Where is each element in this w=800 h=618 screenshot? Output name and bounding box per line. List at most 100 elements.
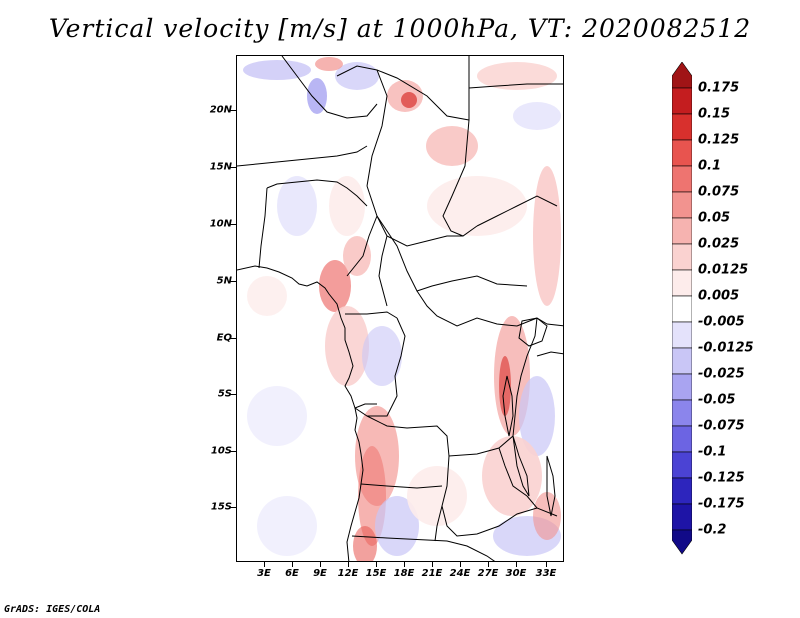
shading-patch <box>257 496 317 556</box>
lat-label: 10N <box>209 218 232 230</box>
colorbar-segment <box>671 451 693 479</box>
shading-patch <box>426 126 478 166</box>
country-borders <box>237 56 563 561</box>
colorbar-label: -0.005 <box>698 314 745 330</box>
lon-tick <box>264 562 265 567</box>
shading-patch <box>519 376 555 456</box>
border-line <box>376 215 528 292</box>
velocity-shading <box>243 57 561 561</box>
lat-label: 5S <box>217 388 232 400</box>
border-line <box>512 317 538 437</box>
colorbar-segment <box>671 139 693 167</box>
lon-tick <box>376 562 377 567</box>
shading-patch <box>277 176 317 236</box>
border-line <box>476 195 558 227</box>
lon-label: 9E <box>313 568 327 579</box>
border-line <box>441 455 538 537</box>
map-title: Vertical velocity [m/s] at 1000hPa, VT: … <box>48 14 752 43</box>
lon-tick <box>460 562 461 567</box>
shading-patch <box>319 260 351 312</box>
shading-patch <box>335 62 379 90</box>
lon-tick <box>432 562 433 567</box>
shading-patch <box>247 276 287 316</box>
border-line <box>536 317 563 327</box>
lon-tick <box>516 562 517 567</box>
border-line <box>336 56 470 121</box>
colorbar-segment <box>671 243 693 271</box>
shading-patch <box>533 166 561 306</box>
lon-label: 12E <box>337 568 359 579</box>
lon-label: 27E <box>477 568 499 579</box>
border-line <box>434 505 443 542</box>
colorbar-segment <box>671 347 693 375</box>
colorbar-label: 0.025 <box>698 236 740 252</box>
border-line <box>258 187 268 269</box>
lon-label: 15E <box>365 568 387 579</box>
lat-tick <box>230 338 236 339</box>
shading-patch <box>353 526 377 561</box>
colorbar-segment <box>671 425 693 453</box>
shading-patch <box>375 496 419 556</box>
vertical-velocity-map <box>237 56 563 561</box>
colorbar-label: -0.0125 <box>698 340 754 356</box>
lat-tick <box>230 507 236 508</box>
colorbar-segment <box>671 113 693 141</box>
colorbar-label: 0.0125 <box>698 262 749 278</box>
lon-tick <box>320 562 321 567</box>
border-line <box>366 69 388 187</box>
colorbar-segment <box>671 87 693 115</box>
lat-tick <box>230 281 236 282</box>
shading-patch <box>407 466 467 526</box>
colorbar-label: 0.125 <box>698 132 740 148</box>
colorbar-label: -0.175 <box>698 496 745 512</box>
shading-patch <box>243 60 311 80</box>
colorbar-segment <box>671 269 693 297</box>
border-line <box>498 447 558 517</box>
colorbar-segment <box>671 399 693 427</box>
colorbar-segment <box>671 477 693 505</box>
colorbar-segment <box>671 217 693 245</box>
lat-label: 10S <box>210 445 232 457</box>
lat-tick <box>230 110 236 111</box>
border-line <box>536 351 563 357</box>
colorbar-segment <box>671 373 693 401</box>
colorbar <box>671 61 693 558</box>
lat-tick <box>230 394 236 395</box>
lat-tick <box>230 451 236 452</box>
border-line <box>345 311 398 319</box>
lon-tick <box>488 562 489 567</box>
colorbar-label: -0.05 <box>698 392 736 408</box>
colorbar-label: 0.175 <box>698 80 740 96</box>
border-line <box>468 83 563 89</box>
lon-label: 3E <box>257 568 271 579</box>
grads-credit: GrADS: IGES/COLA <box>4 604 101 615</box>
border-line <box>354 403 377 409</box>
colorbar-label: 0.1 <box>698 158 722 174</box>
lat-label: 5N <box>216 275 232 287</box>
shading-patch <box>513 102 561 130</box>
lon-tick <box>292 562 293 567</box>
shading-patch <box>247 386 307 446</box>
colorbar-label: 0.05 <box>698 210 731 226</box>
shading-patch <box>362 326 402 386</box>
map-panel <box>236 55 564 562</box>
lon-tick <box>348 562 349 567</box>
colorbar-segment <box>671 295 693 323</box>
border-line <box>416 290 538 327</box>
border-line <box>281 56 378 119</box>
colorbar-label: -0.025 <box>698 366 745 382</box>
colorbar-segment <box>671 191 693 219</box>
lake-outline <box>546 455 556 517</box>
lon-label: 6E <box>285 568 299 579</box>
colorbar-segment <box>671 529 693 555</box>
lake-outline <box>502 375 514 437</box>
shading-patch <box>427 176 527 236</box>
shading-patch <box>482 436 542 516</box>
colorbar-segment <box>671 503 693 531</box>
lon-label: 21E <box>421 568 443 579</box>
border-line <box>266 179 368 207</box>
lon-label: 18E <box>393 568 415 579</box>
border-line <box>354 317 406 417</box>
lake-outline <box>512 435 530 497</box>
colorbar-label: 0.15 <box>698 106 731 122</box>
